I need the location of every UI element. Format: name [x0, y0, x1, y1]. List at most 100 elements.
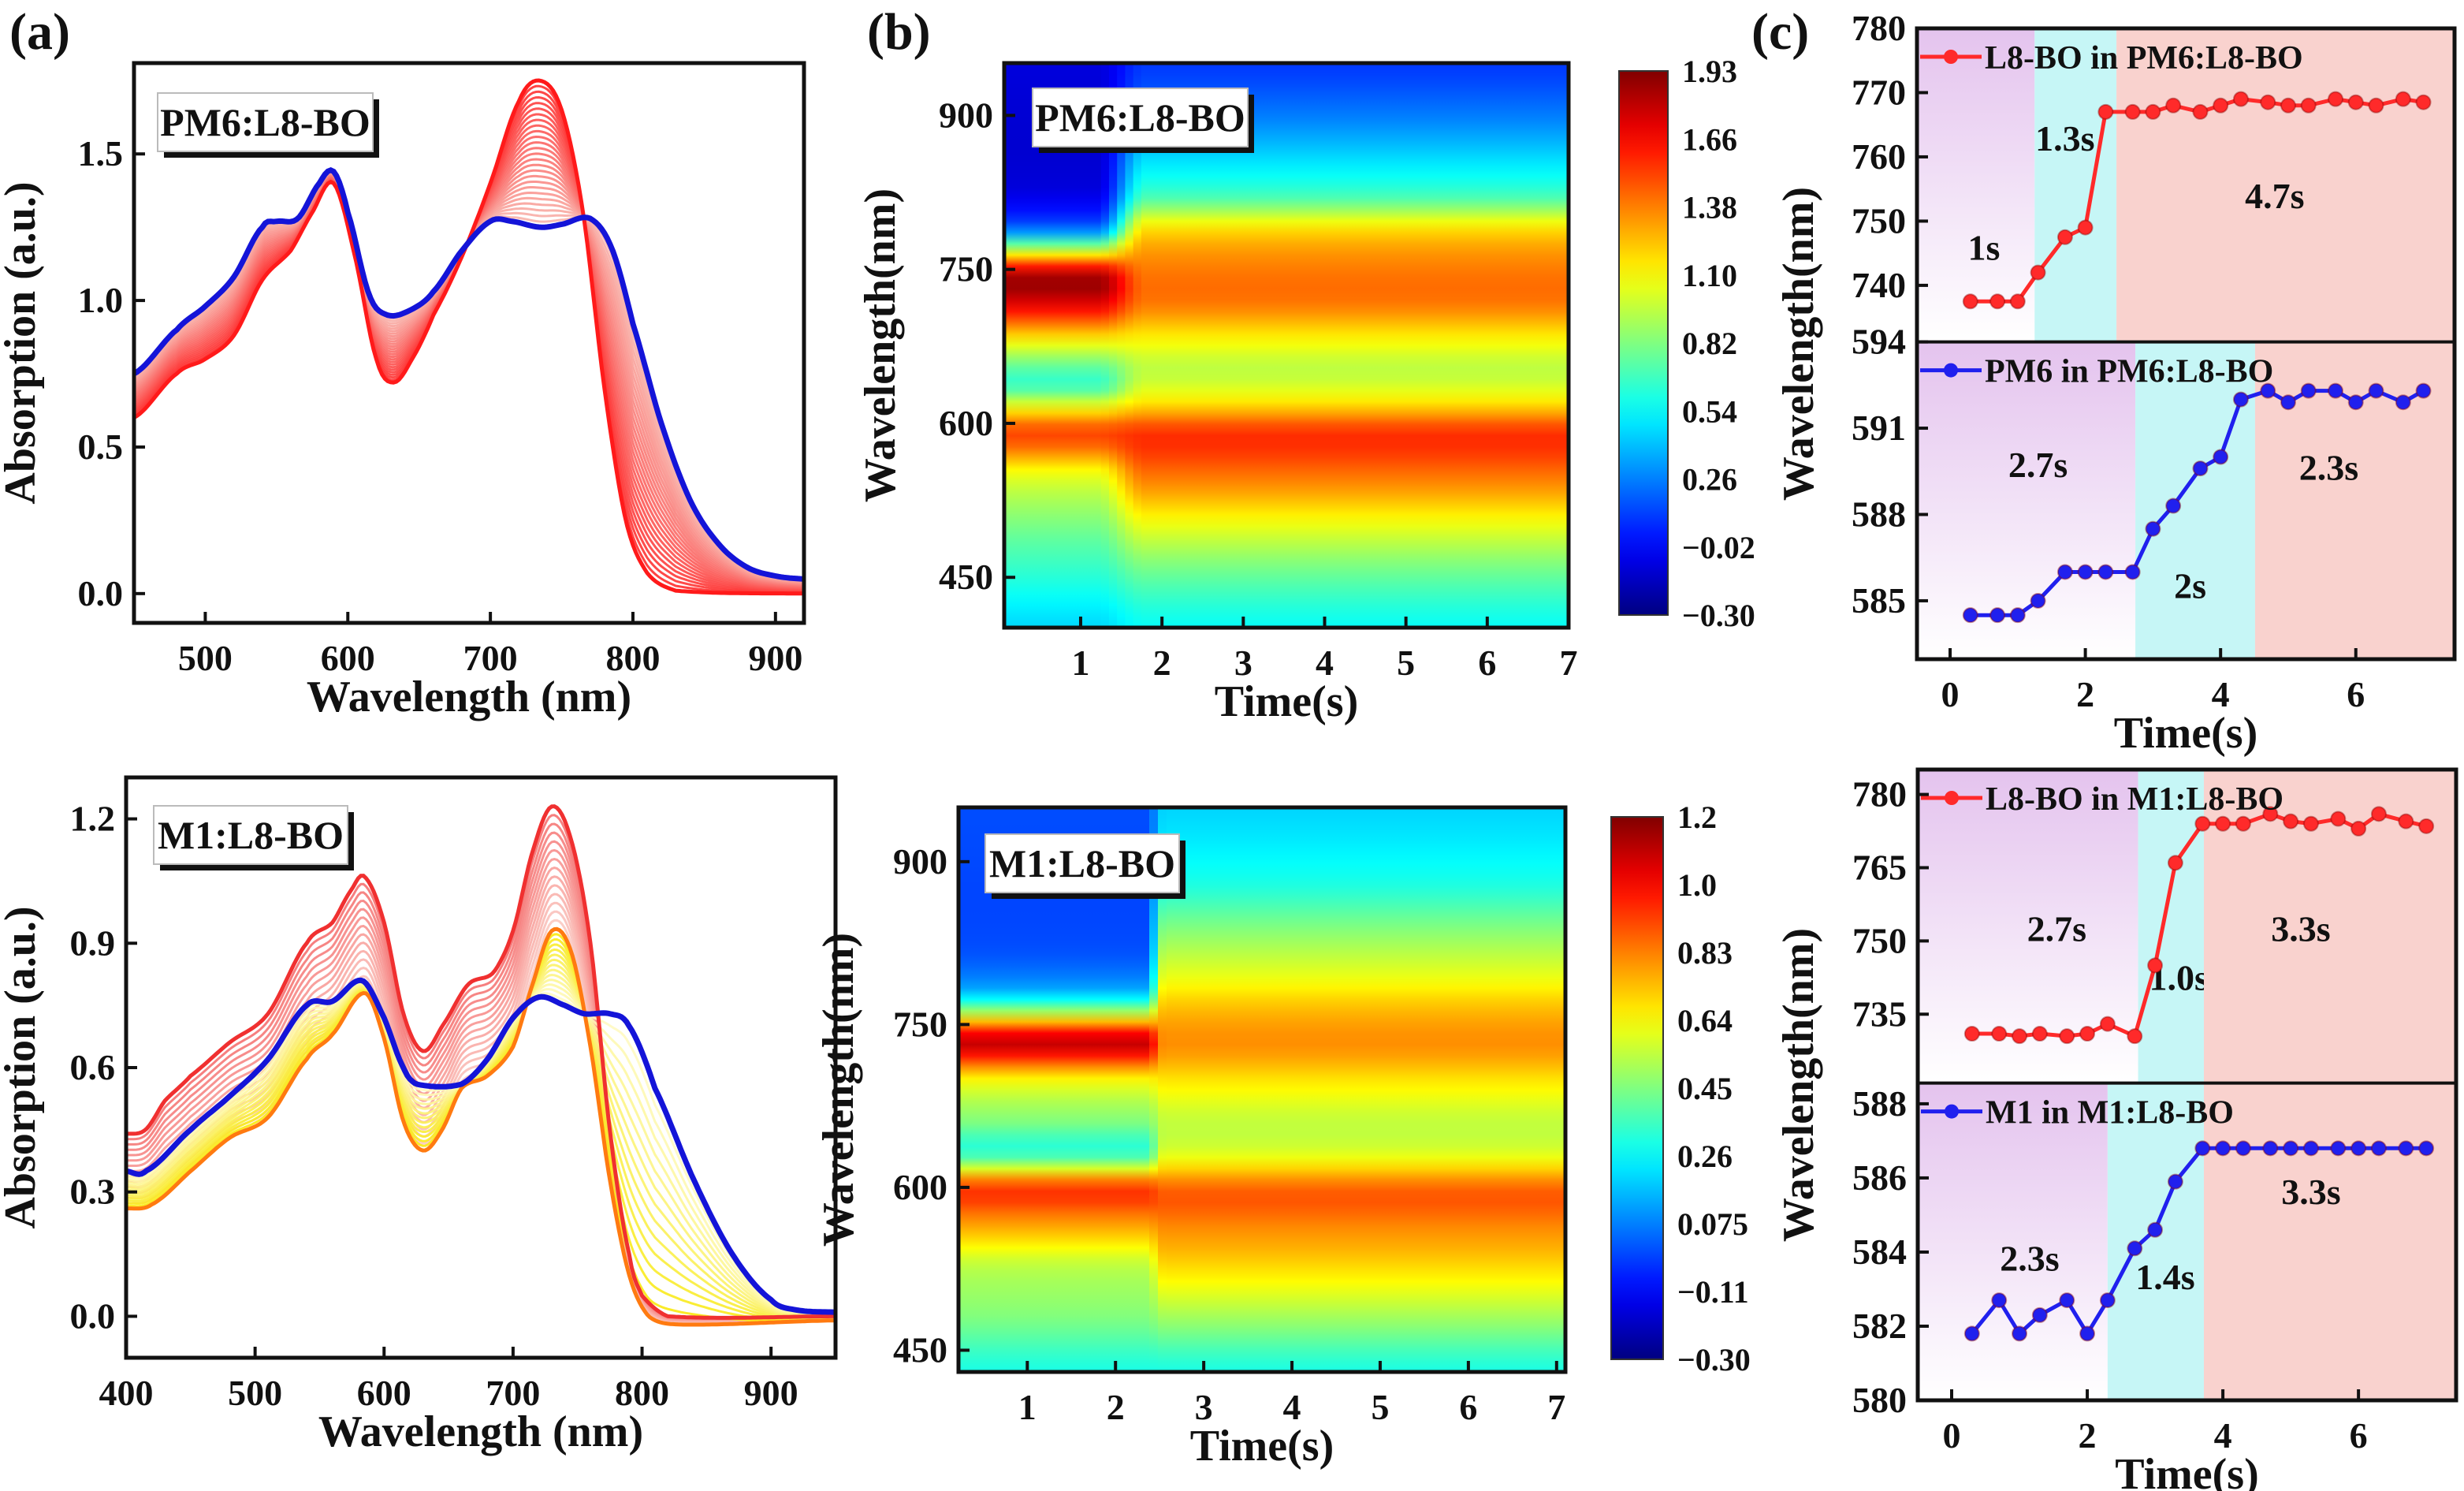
- x-tick-label: 6: [1459, 1387, 1477, 1427]
- colorbar-tick-label: 0.82: [1682, 326, 1737, 361]
- heatmap-column: [1092, 63, 1102, 628]
- stage-duration-label: 4.7s: [2245, 176, 2304, 216]
- plot-frame: [1915, 767, 2458, 1403]
- y-tick-label: 900: [939, 95, 993, 135]
- heatmap-column: [1323, 807, 1332, 1372]
- data-point: [2300, 382, 2317, 399]
- data-point: [2398, 813, 2414, 829]
- data-point: [2415, 382, 2432, 399]
- data-point: [2347, 94, 2364, 110]
- heatmap-column: [1173, 63, 1183, 628]
- heatmap-cells: [958, 807, 1566, 1372]
- heatmap-column: [1522, 807, 1532, 1372]
- x-tick-label: 900: [748, 638, 802, 678]
- intermediate-spectrum-line: [134, 90, 804, 594]
- y-tick-label: 580: [1852, 1380, 1907, 1420]
- data-point: [2147, 1221, 2164, 1238]
- data-point: [2056, 564, 2073, 580]
- data-point: [1962, 293, 1978, 310]
- data-point: [2056, 229, 2073, 245]
- x-tick-label: 6: [2347, 674, 2365, 714]
- heatmap-column: [1175, 807, 1185, 1372]
- heatmap-column: [1560, 63, 1569, 628]
- y-tick-label: 1.5: [78, 133, 124, 173]
- heatmap-column: [1418, 807, 1427, 1372]
- data-point: [2350, 820, 2367, 837]
- heatmap-column: [1359, 63, 1368, 628]
- heatmap-column: [1262, 807, 1271, 1372]
- y-axis-label: Absorption (a.u.): [0, 181, 45, 504]
- heatmap-column: [1077, 63, 1086, 628]
- heatmap-column: [1002, 807, 1011, 1372]
- x-axis-label: Time(s): [1190, 1422, 1334, 1470]
- heatmap-column: [1302, 63, 1312, 628]
- data-point: [2418, 818, 2435, 834]
- colorbar-tick-label: −0.02: [1682, 530, 1755, 565]
- intermediate-spectrum-line: [134, 113, 804, 591]
- data-point: [2328, 91, 2344, 107]
- chart-c-top: 1s 1.3s 4.7s L8-BO in PM6:L8-BO 740 750 760 770…: [1751, 3, 2457, 758]
- legend-label: PM6 in PM6:L8-BO: [1985, 354, 2273, 390]
- heatmap-column: [1327, 63, 1336, 628]
- colorbar-tick-label: 0.075: [1677, 1206, 1748, 1242]
- heatmap-column: [1278, 63, 1287, 628]
- heatmap-column: [1054, 807, 1063, 1372]
- colorbar-tick-label: 0.54: [1682, 393, 1737, 429]
- spectrum-line-intermediate: [126, 926, 836, 1327]
- legend-marker: [1944, 363, 1958, 378]
- stage-duration-label: 3.3s: [2271, 908, 2330, 949]
- heatmap-column: [1536, 63, 1546, 628]
- intermediate-spectrum-line: [126, 938, 836, 1321]
- data-point: [2127, 1240, 2143, 1257]
- colorbar-tick-label: −0.30: [1677, 1342, 1751, 1377]
- heatmap-column: [1314, 807, 1323, 1372]
- heatmap-column: [1464, 63, 1473, 628]
- legend-label: L8-BO in PM6:L8-BO: [1985, 40, 2303, 76]
- x-tick-label: 400: [99, 1373, 154, 1413]
- data-point: [2280, 394, 2296, 411]
- heatmap-column: [967, 807, 977, 1372]
- heatmap-column: [1028, 807, 1037, 1372]
- heatmap-column: [976, 807, 985, 1372]
- data-point: [2283, 813, 2299, 829]
- x-tick-label: 6: [2350, 1415, 2368, 1456]
- data-point: [2124, 103, 2141, 120]
- data-point: [2165, 97, 2182, 114]
- heatmap-column: [1133, 63, 1142, 628]
- data-point: [2012, 1028, 2028, 1045]
- data-point: [2097, 564, 2114, 580]
- y-tick-label: 750: [893, 1004, 947, 1044]
- heatmap-column: [1004, 63, 1014, 628]
- x-tick-label: 4: [2214, 1415, 2232, 1456]
- heatmap-column: [1544, 63, 1554, 628]
- heatmap-column: [1415, 63, 1424, 628]
- x-tick-label: 700: [486, 1373, 540, 1413]
- stage-region-purple: [1918, 770, 2138, 1083]
- colorbar-tick-label: 0.45: [1677, 1071, 1733, 1106]
- stage-duration-label: 2.3s: [2299, 448, 2358, 488]
- y-tick-label: 0.6: [70, 1047, 116, 1087]
- x-tick-label: 4: [1316, 643, 1334, 683]
- heatmap-column: [1080, 807, 1089, 1372]
- heatmap-column: [1270, 63, 1279, 628]
- y-tick-label: 582: [1852, 1306, 1907, 1346]
- heatmap-column: [984, 807, 994, 1372]
- data-point: [1963, 1325, 1980, 1342]
- heatmap-column: [1089, 807, 1098, 1372]
- heatmap-column: [1189, 63, 1199, 628]
- data-point: [2215, 1140, 2231, 1157]
- data-point: [2059, 1292, 2075, 1309]
- heatmap-column: [1383, 63, 1392, 628]
- heatmap-column: [1334, 63, 1344, 628]
- data-point: [2031, 1026, 2048, 1042]
- data-point: [2145, 103, 2161, 120]
- x-tick-label: 800: [615, 1373, 669, 1413]
- heatmap-column: [1020, 63, 1029, 628]
- x-tick-label: 0: [1941, 674, 1960, 714]
- x-tick-label: 5: [1371, 1387, 1389, 1427]
- data-point: [2370, 806, 2387, 822]
- data-point: [2350, 1140, 2367, 1157]
- stage-region-purple: [1917, 28, 2035, 342]
- heatmap-column: [1512, 63, 1521, 628]
- heatmap-column: [1528, 63, 1538, 628]
